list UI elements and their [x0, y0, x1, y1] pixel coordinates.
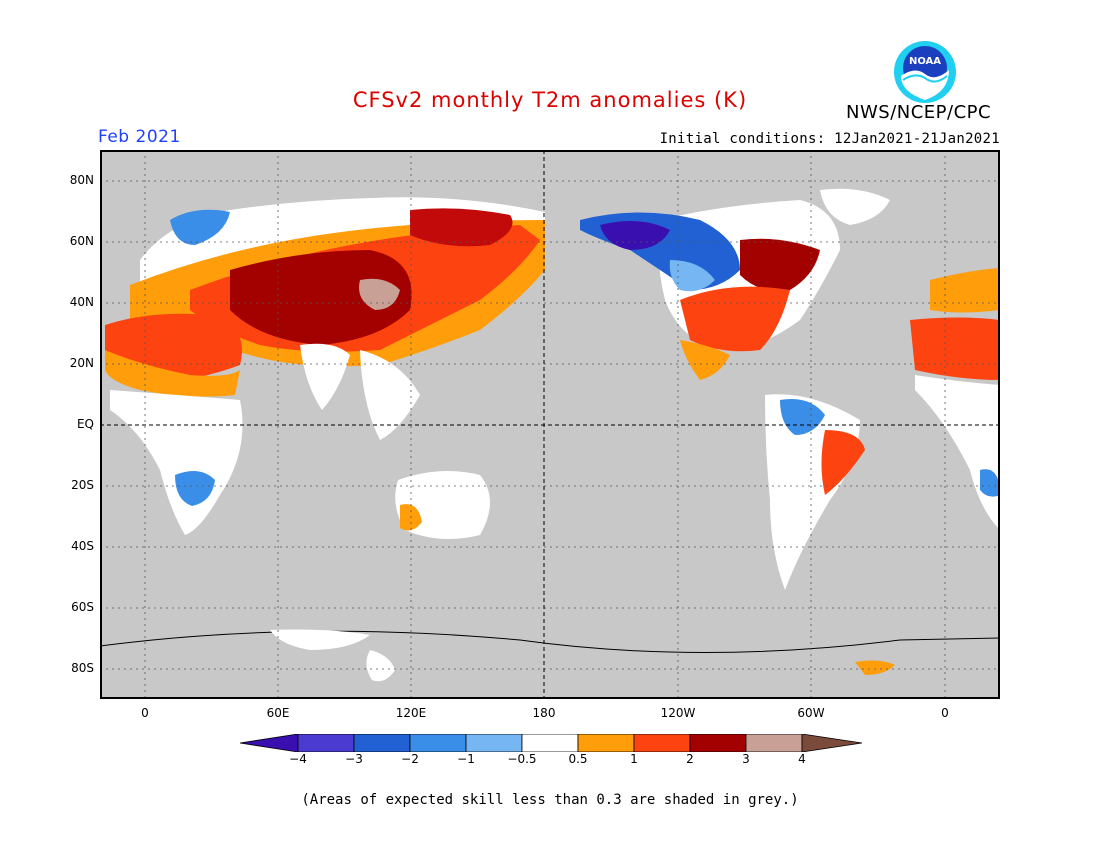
colorbar-max-arrow — [801, 734, 862, 752]
eastern-canada-darkred — [740, 238, 820, 291]
lon-label-120e: 120E — [395, 706, 427, 720]
colorbar-swatch-9 — [745, 734, 803, 752]
alaska-deep-cold — [600, 221, 670, 250]
noaa-logo-text: NOAA — [909, 56, 941, 67]
amazon-cold — [780, 399, 825, 435]
colorbar-tick-minus4: −4 — [289, 752, 307, 766]
southern-africa-cold — [175, 471, 215, 506]
lat-label-40s: 40S — [71, 539, 94, 553]
colorbar — [240, 734, 862, 752]
africa-right-warm — [910, 317, 1000, 380]
southern-africa-right-cold — [980, 469, 1000, 497]
forecast-period: Feb 2021 — [98, 127, 181, 147]
lat-label-60n: 60N — [69, 234, 94, 248]
lon-label-180: 180 — [532, 706, 556, 720]
colorbar-tick-minus3: −3 — [345, 752, 363, 766]
lat-label-40n: 40N — [69, 295, 94, 309]
colorbar-tick-minus0-5: −0.5 — [507, 752, 537, 766]
weddell-warm-patch — [855, 660, 895, 675]
antarctica-coast — [100, 630, 1000, 653]
africa-south — [110, 390, 243, 535]
eurasia-africa-region — [105, 197, 545, 539]
sahara-orange — [105, 350, 240, 397]
chart-title: CFSv2 monthly T2m anomalies (K) — [352, 88, 748, 112]
central-asia-darkred — [230, 250, 412, 345]
lat-label-20n: 20N — [69, 356, 94, 370]
africa-right-white — [915, 375, 1000, 530]
anomaly-map — [100, 150, 1000, 699]
lat-label-20s: 20S — [71, 478, 94, 492]
agency-label: NWS/NCEP/CPC — [846, 102, 992, 123]
lat-label-eq: EQ — [76, 417, 94, 431]
colorbar-swatch-3 — [409, 734, 467, 752]
lon-label-60w: 60W — [797, 706, 825, 720]
colorbar-tick-1: 1 — [630, 752, 638, 766]
colorbar-swatch-7 — [633, 734, 691, 752]
colorbar-swatch-2 — [353, 734, 411, 752]
colorbar-swatch-1 — [297, 734, 355, 752]
skill-footnote: (Areas of expected skill less than 0.3 a… — [301, 792, 799, 808]
tibet-brown — [359, 278, 400, 310]
graticule — [100, 150, 1000, 699]
lat-label-60s: 60S — [71, 600, 94, 614]
colorbar-tick-minus1: −1 — [457, 752, 475, 766]
map-border — [100, 150, 1000, 699]
india-white — [300, 343, 350, 410]
colorbar-swatch-8 — [689, 734, 747, 752]
southeast-asia-white — [360, 350, 420, 440]
siberia-darkred — [410, 208, 513, 247]
lon-label-60e: 60E — [266, 706, 290, 720]
americas-region — [580, 188, 1000, 590]
lon-label-0-right: 0 — [941, 706, 949, 720]
antarctica-region — [100, 629, 1000, 682]
antarctica-white-blob — [366, 650, 395, 682]
initial-conditions: Initial conditions: 12Jan2021-21Jan2021 — [659, 131, 1000, 147]
colorbar-tick-0-5: 0.5 — [568, 752, 588, 766]
lon-label-0: 0 — [141, 706, 149, 720]
colorbar-tick-3: 3 — [742, 752, 750, 766]
antarctica-white-patch — [270, 629, 370, 650]
colorbar-swatch-5 — [521, 734, 579, 752]
mexico-orange — [680, 340, 730, 380]
western-us-cold — [669, 260, 715, 292]
brazil-warm — [821, 430, 865, 495]
colorbar-min-arrow — [240, 734, 299, 752]
noaa-logo: NOAA — [894, 41, 956, 103]
colorbar-tick-minus2: −2 — [401, 752, 419, 766]
colorbar-tick-2: 2 — [686, 752, 694, 766]
lat-label-80s: 80S — [71, 661, 94, 675]
lon-label-120w: 120W — [660, 706, 696, 720]
colorbar-tick-4: 4 — [798, 752, 806, 766]
greenland-white — [820, 188, 890, 225]
europe-right-orange — [930, 268, 1000, 313]
scandinavia-cold — [170, 209, 230, 245]
colorbar-swatch-4 — [465, 734, 523, 752]
colorbar-swatch-6 — [577, 734, 635, 752]
lat-label-80n: 80N — [69, 173, 94, 187]
